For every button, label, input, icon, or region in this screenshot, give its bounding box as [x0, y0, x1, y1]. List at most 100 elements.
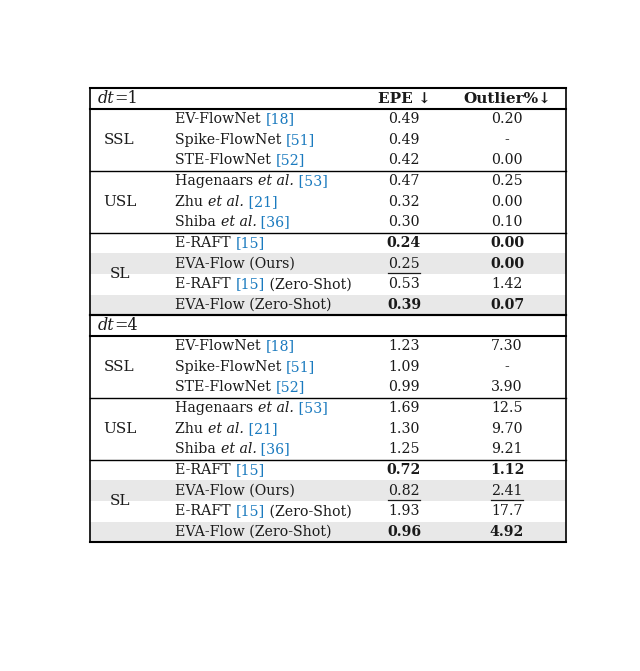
Text: 0.72: 0.72: [387, 463, 421, 477]
Text: [15]: [15]: [236, 505, 265, 518]
Text: [15]: [15]: [236, 463, 265, 477]
Text: EV-FlowNet: EV-FlowNet: [175, 112, 266, 126]
Text: 0.42: 0.42: [388, 154, 420, 168]
Text: et al.: et al.: [258, 174, 294, 188]
Text: STE-FlowNet: STE-FlowNet: [175, 380, 276, 395]
Text: 1.12: 1.12: [490, 463, 524, 477]
Text: [15]: [15]: [236, 236, 265, 250]
Text: 0.49: 0.49: [388, 133, 420, 147]
Text: [36]: [36]: [257, 442, 290, 456]
Text: EPE ↓: EPE ↓: [378, 92, 430, 106]
Text: -: -: [505, 360, 509, 374]
Text: 1.93: 1.93: [388, 505, 420, 518]
Text: Hagenaars: Hagenaars: [175, 401, 258, 415]
Text: SSL: SSL: [104, 133, 135, 147]
Text: (Zero-Shot): (Zero-Shot): [265, 505, 351, 518]
Text: SL: SL: [109, 267, 130, 281]
Text: 0.30: 0.30: [388, 215, 420, 229]
Text: et al.: et al.: [221, 442, 257, 456]
Text: [53]: [53]: [294, 174, 328, 188]
Text: SSL: SSL: [104, 360, 135, 374]
Text: 0.00: 0.00: [492, 195, 523, 209]
Text: 2.41: 2.41: [492, 484, 523, 498]
Text: dt: dt: [98, 91, 115, 107]
Bar: [90, 480, 566, 501]
Text: -: -: [505, 133, 509, 147]
Bar: [90, 521, 566, 542]
Text: 0.49: 0.49: [388, 112, 420, 126]
Text: [18]: [18]: [266, 339, 294, 353]
Text: SL: SL: [109, 494, 130, 508]
Text: [18]: [18]: [266, 112, 294, 126]
Text: E-RAFT: E-RAFT: [175, 277, 236, 291]
Text: 0.39: 0.39: [387, 298, 421, 312]
Text: 3.90: 3.90: [492, 380, 523, 395]
Text: =1: =1: [115, 91, 138, 107]
Text: 1.42: 1.42: [492, 277, 523, 291]
Text: Zhu: Zhu: [175, 421, 208, 435]
Text: [36]: [36]: [257, 215, 290, 229]
Text: et al.: et al.: [258, 401, 294, 415]
Text: E-RAFT: E-RAFT: [175, 236, 236, 250]
Text: 0.32: 0.32: [388, 195, 420, 209]
Text: EVA-Flow (Ours): EVA-Flow (Ours): [175, 484, 295, 498]
Text: E-RAFT: E-RAFT: [175, 463, 236, 477]
Text: 17.7: 17.7: [492, 505, 523, 518]
Text: [52]: [52]: [276, 380, 305, 395]
Text: 0.96: 0.96: [387, 525, 421, 539]
Text: 1.30: 1.30: [388, 421, 420, 435]
Text: 1.69: 1.69: [388, 401, 420, 415]
Text: EVA-Flow (Zero-Shot): EVA-Flow (Zero-Shot): [175, 298, 332, 312]
Text: USL: USL: [103, 195, 136, 209]
Text: 0.47: 0.47: [388, 174, 420, 188]
Text: 0.00: 0.00: [490, 236, 524, 250]
Text: [52]: [52]: [276, 154, 305, 168]
Text: [21]: [21]: [244, 195, 277, 209]
Text: 1.09: 1.09: [388, 360, 420, 374]
Text: [51]: [51]: [286, 360, 316, 374]
Text: EVA-Flow (Ours): EVA-Flow (Ours): [175, 256, 295, 270]
Text: 0.24: 0.24: [387, 236, 421, 250]
Text: 0.00: 0.00: [492, 154, 523, 168]
Text: STE-FlowNet: STE-FlowNet: [175, 154, 276, 168]
Text: 7.30: 7.30: [492, 339, 523, 353]
Text: [15]: [15]: [236, 277, 265, 291]
Text: 0.00: 0.00: [490, 256, 524, 270]
Text: Spike-FlowNet: Spike-FlowNet: [175, 360, 286, 374]
Text: Shiba: Shiba: [175, 442, 221, 456]
Text: (Zero-Shot): (Zero-Shot): [265, 277, 351, 291]
Text: et al.: et al.: [221, 215, 257, 229]
Text: 0.20: 0.20: [492, 112, 523, 126]
Text: [51]: [51]: [286, 133, 316, 147]
Bar: [90, 295, 566, 315]
Text: =4: =4: [115, 317, 138, 334]
Text: [21]: [21]: [244, 421, 277, 435]
Text: Zhu: Zhu: [175, 195, 208, 209]
Text: 12.5: 12.5: [492, 401, 523, 415]
Text: 4.92: 4.92: [490, 525, 524, 539]
Text: Hagenaars: Hagenaars: [175, 174, 258, 188]
Text: EVA-Flow (Zero-Shot): EVA-Flow (Zero-Shot): [175, 525, 332, 539]
Text: [53]: [53]: [294, 401, 328, 415]
Text: 0.07: 0.07: [490, 298, 524, 312]
Text: Shiba: Shiba: [175, 215, 221, 229]
Text: E-RAFT: E-RAFT: [175, 505, 236, 518]
Text: 1.25: 1.25: [388, 442, 420, 456]
Text: 0.10: 0.10: [492, 215, 523, 229]
Text: EV-FlowNet: EV-FlowNet: [175, 339, 266, 353]
Text: Outlier%↓: Outlier%↓: [463, 92, 551, 106]
Text: et al.: et al.: [208, 195, 244, 209]
Text: 0.25: 0.25: [388, 256, 420, 270]
Text: 1.23: 1.23: [388, 339, 420, 353]
Text: dt: dt: [98, 317, 115, 334]
Text: 0.53: 0.53: [388, 277, 420, 291]
Text: 9.70: 9.70: [492, 421, 523, 435]
Text: et al.: et al.: [208, 421, 244, 435]
Bar: [90, 254, 566, 274]
Text: 0.99: 0.99: [388, 380, 420, 395]
Text: 0.82: 0.82: [388, 484, 420, 498]
Text: Spike-FlowNet: Spike-FlowNet: [175, 133, 286, 147]
Text: 9.21: 9.21: [492, 442, 523, 456]
Text: USL: USL: [103, 421, 136, 435]
Text: 0.25: 0.25: [491, 174, 523, 188]
